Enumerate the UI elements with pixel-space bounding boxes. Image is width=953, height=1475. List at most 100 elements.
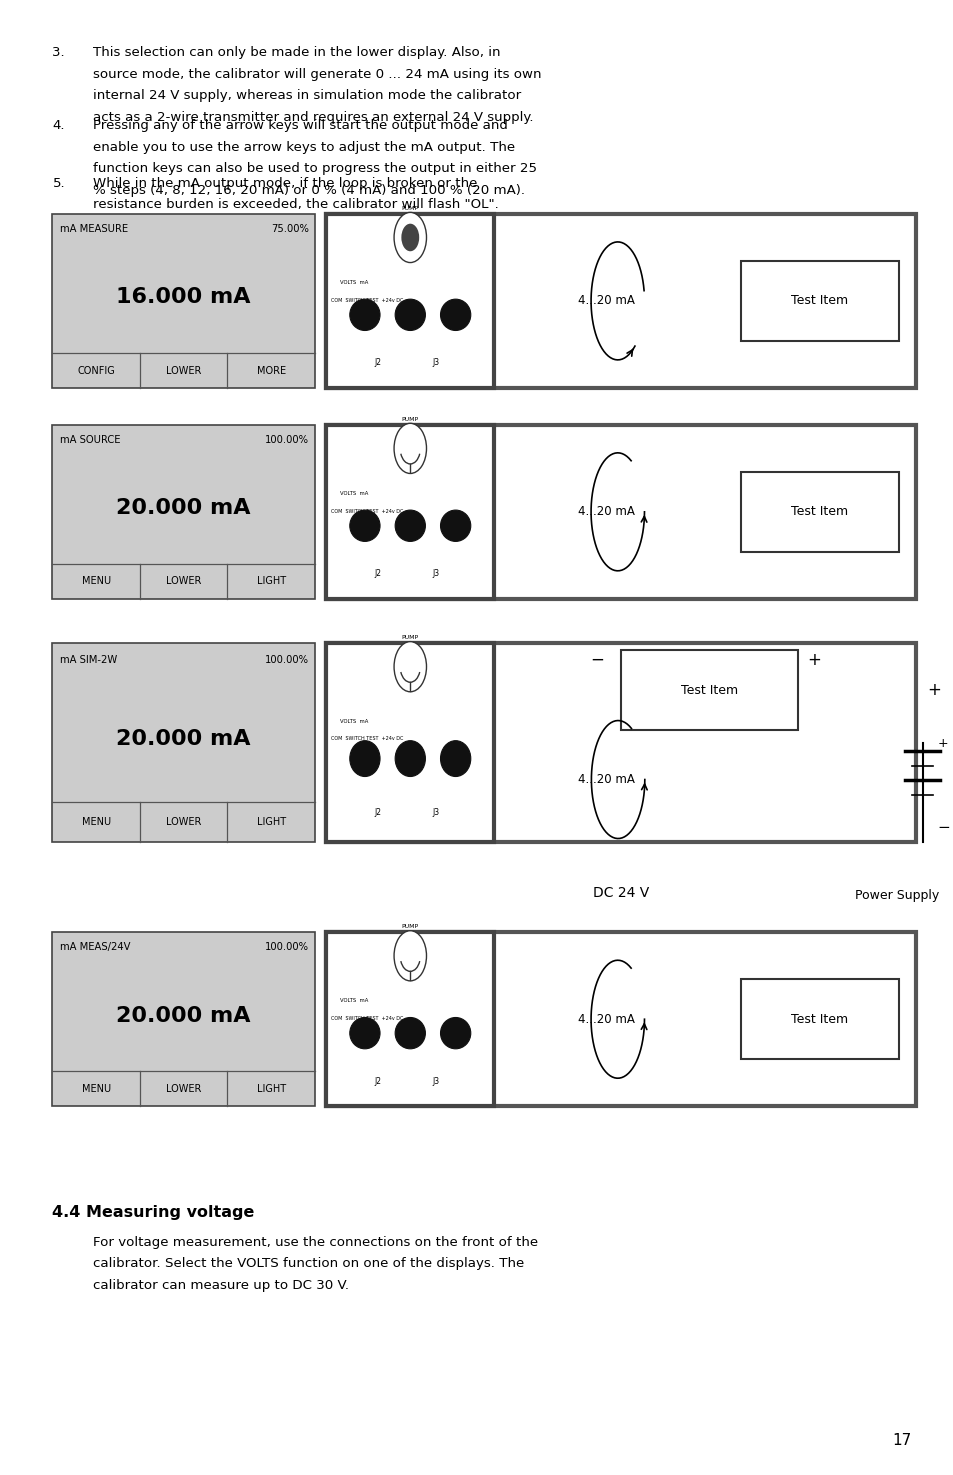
- Bar: [326, 214, 494, 388]
- Bar: [52, 932, 314, 1106]
- Text: J2: J2: [375, 569, 381, 578]
- Text: J2: J2: [375, 808, 381, 817]
- Ellipse shape: [350, 299, 379, 330]
- Text: +: +: [926, 681, 941, 699]
- Text: 17: 17: [891, 1434, 910, 1448]
- Text: J3: J3: [432, 569, 438, 578]
- Text: calibrator can measure up to DC 30 V.: calibrator can measure up to DC 30 V.: [93, 1279, 349, 1292]
- Text: For voltage measurement, use the connections on the front of the: For voltage measurement, use the connect…: [93, 1236, 538, 1249]
- Text: −: −: [937, 820, 949, 835]
- Text: PUMP: PUMP: [401, 207, 418, 211]
- Text: LIGHT: LIGHT: [256, 1084, 285, 1094]
- Text: J3: J3: [432, 1077, 438, 1086]
- Ellipse shape: [440, 299, 470, 330]
- Text: LIGHT: LIGHT: [256, 577, 285, 587]
- Text: 3.: 3.: [52, 46, 65, 59]
- Text: VOLTS  mA: VOLTS mA: [339, 999, 368, 1003]
- Text: 100.00%: 100.00%: [265, 655, 309, 665]
- Ellipse shape: [350, 1018, 379, 1049]
- Text: LOWER: LOWER: [166, 1084, 201, 1094]
- Text: 16.000 mA: 16.000 mA: [116, 288, 251, 307]
- Ellipse shape: [395, 740, 425, 776]
- Bar: [740, 261, 898, 341]
- Text: mA SOURCE: mA SOURCE: [60, 435, 120, 444]
- Bar: [620, 650, 797, 730]
- Text: This selection can only be made in the lower display. Also, in: This selection can only be made in the l…: [93, 46, 500, 59]
- Text: 5.: 5.: [52, 177, 65, 190]
- Text: Power Supply: Power Supply: [854, 889, 938, 903]
- Ellipse shape: [395, 510, 425, 541]
- Text: LOWER: LOWER: [166, 577, 201, 587]
- Text: 4.4 Measuring voltage: 4.4 Measuring voltage: [52, 1205, 254, 1220]
- Bar: [740, 472, 898, 552]
- Text: LIGHT: LIGHT: [256, 817, 285, 827]
- Text: COM  SWITCH TEST  +24v DC: COM SWITCH TEST +24v DC: [331, 509, 403, 513]
- Text: −: −: [589, 650, 603, 670]
- Ellipse shape: [350, 510, 379, 541]
- Text: mA MEAS/24V: mA MEAS/24V: [60, 943, 131, 951]
- Text: 75.00%: 75.00%: [271, 224, 309, 233]
- Text: acts as a 2-wire transmitter and requires an external 24 V supply.: acts as a 2-wire transmitter and require…: [93, 111, 534, 124]
- Bar: [740, 979, 898, 1059]
- Text: DC 24 V: DC 24 V: [593, 886, 648, 900]
- Circle shape: [394, 212, 426, 263]
- Circle shape: [394, 423, 426, 473]
- Text: +: +: [806, 650, 821, 670]
- Circle shape: [401, 224, 418, 251]
- Text: PUMP: PUMP: [401, 636, 418, 640]
- Bar: [326, 932, 494, 1106]
- Text: COM  SWITCH TEST  +24v DC: COM SWITCH TEST +24v DC: [331, 736, 403, 742]
- Text: J3: J3: [432, 808, 438, 817]
- Ellipse shape: [440, 1018, 470, 1049]
- Text: 20.000 mA: 20.000 mA: [116, 729, 251, 749]
- Text: 4...20 mA: 4...20 mA: [578, 773, 635, 786]
- Ellipse shape: [395, 299, 425, 330]
- Text: PUMP: PUMP: [401, 925, 418, 929]
- Text: MORE: MORE: [256, 366, 285, 376]
- Circle shape: [394, 931, 426, 981]
- Bar: [326, 643, 915, 842]
- Text: J2: J2: [375, 1077, 381, 1086]
- Bar: [326, 932, 915, 1106]
- Text: 4...20 mA: 4...20 mA: [578, 295, 634, 307]
- Text: internal 24 V supply, whereas in simulation mode the calibrator: internal 24 V supply, whereas in simulat…: [93, 88, 521, 102]
- Bar: [326, 425, 494, 599]
- Text: 100.00%: 100.00%: [265, 435, 309, 444]
- Text: MENU: MENU: [82, 817, 111, 827]
- Bar: [326, 425, 915, 599]
- Text: +: +: [937, 738, 947, 749]
- Text: 4.: 4.: [52, 119, 65, 133]
- Text: calibrator. Select the VOLTS function on one of the displays. The: calibrator. Select the VOLTS function on…: [93, 1257, 524, 1270]
- Text: mA SIM-2W: mA SIM-2W: [60, 655, 117, 665]
- Ellipse shape: [395, 1018, 425, 1049]
- Text: MENU: MENU: [82, 1084, 111, 1094]
- Text: LOWER: LOWER: [166, 366, 201, 376]
- Circle shape: [394, 642, 426, 692]
- Text: MENU: MENU: [82, 577, 111, 587]
- Bar: [52, 214, 314, 388]
- Text: function keys can also be used to progress the output in either 25: function keys can also be used to progre…: [93, 162, 537, 176]
- Text: LOWER: LOWER: [166, 817, 201, 827]
- Text: source mode, the calibrator will generate 0 ... 24 mA using its own: source mode, the calibrator will generat…: [93, 68, 541, 81]
- Text: J2: J2: [375, 358, 381, 367]
- Text: PUMP: PUMP: [401, 417, 418, 422]
- Bar: [326, 214, 915, 388]
- Text: 4...20 mA: 4...20 mA: [578, 506, 634, 518]
- Text: Test Item: Test Item: [791, 295, 847, 307]
- Text: CONFIG: CONFIG: [77, 366, 115, 376]
- Text: enable you to use the arrow keys to adjust the mA output. The: enable you to use the arrow keys to adju…: [93, 140, 515, 153]
- Text: Pressing any of the arrow keys will start the output mode and: Pressing any of the arrow keys will star…: [93, 119, 508, 133]
- Text: mA MEASURE: mA MEASURE: [60, 224, 128, 233]
- Text: resistance burden is exceeded, the calibrator will flash "OL".: resistance burden is exceeded, the calib…: [93, 198, 498, 211]
- Text: 4...20 mA: 4...20 mA: [578, 1013, 634, 1025]
- Ellipse shape: [440, 740, 470, 776]
- Bar: [52, 643, 314, 842]
- Text: While in the mA output mode, if the loop is broken or the: While in the mA output mode, if the loop…: [93, 177, 477, 190]
- Text: VOLTS  mA: VOLTS mA: [339, 280, 368, 285]
- Text: COM  SWITCH TEST  +24v DC: COM SWITCH TEST +24v DC: [331, 1016, 403, 1021]
- Bar: [52, 425, 314, 599]
- Text: VOLTS  mA: VOLTS mA: [339, 718, 368, 724]
- Text: J3: J3: [432, 358, 438, 367]
- Ellipse shape: [440, 510, 470, 541]
- Text: % steps (4, 8, 12, 16, 20 mA) or 0 % (4 mA) and 100 % (20 mA).: % steps (4, 8, 12, 16, 20 mA) or 0 % (4 …: [93, 183, 525, 196]
